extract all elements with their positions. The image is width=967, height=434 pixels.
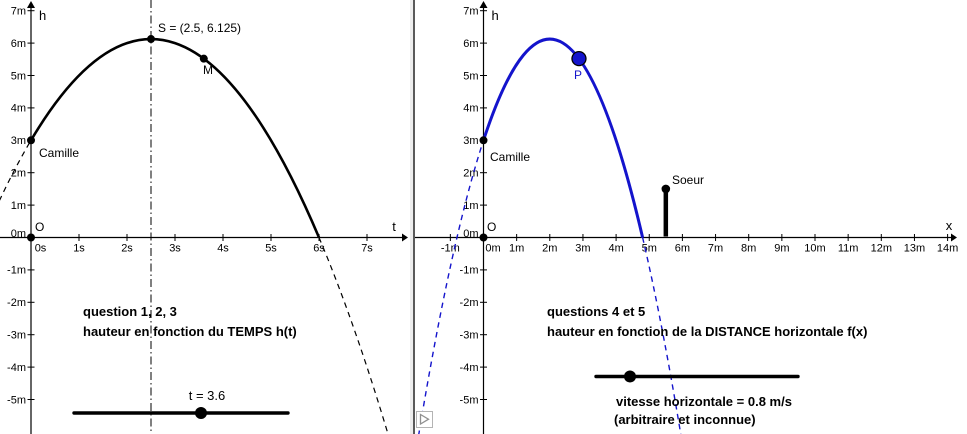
panel-divider-highlight [410,0,413,434]
point-S [147,35,155,44]
y-axis-arrow-icon [479,1,488,8]
x-tick-label: 4m [608,243,623,255]
y-tick-label: 4m [11,103,26,115]
point-O [479,233,488,242]
x-axis-arrow-icon [402,233,408,242]
y-tick-label: 2m [463,168,478,180]
y-axis-label: h [492,8,499,23]
y-tick-label: 5m [11,70,26,82]
x-tick-label: 2s [121,243,133,255]
y-tick-label: 7m [463,6,478,18]
x-tick-label: 11m [838,243,859,255]
x-tick-label: 14m [937,243,958,255]
trajectory-dashed-extension [0,139,32,201]
point-label-M: M [203,63,213,77]
speed-slider-label: vitesse horizontale = 0.8 m/s [616,394,792,409]
x-axis-label: t [392,219,396,234]
origin-label-right: O [487,220,497,234]
x-tick-label: 0m [485,243,500,255]
speed-slider-note: (arbitraire et inconnue) [614,412,756,427]
y-tick-label: -5m [7,394,26,406]
x-tick-label: 6s [313,243,325,255]
point-label-camille-right: Camille [490,150,531,164]
play-icon [419,413,430,426]
play-button[interactable] [416,411,433,428]
point-label-S: S = (2.5, 6.125) [158,21,242,35]
point-label-P: P [573,68,583,82]
y-tick-label: 0m [11,228,26,240]
y-tick-label: -1m [460,265,479,277]
trajectory-dashed-extension [418,140,485,434]
y-tick-label: -5m [460,394,479,406]
x-tick-label: 2m [542,243,557,255]
x-tick-label: 7s [361,243,373,255]
point-O [27,233,35,242]
y-tick-label: -1m [7,265,26,277]
x-tick-label: 8m [741,243,756,255]
trajectory-curve [29,37,321,239]
y-axis-label: h [39,8,46,23]
x-tick-label: -1m [441,243,460,255]
x-tick-label: 1s [73,243,85,255]
x-tick-label: 10m [804,243,825,255]
point-label-camille-left: Camille [39,146,80,160]
x-tick-label: 6m [675,243,690,255]
y-tick-label: 3m [11,135,26,147]
trajectory-dashed-extension [318,237,389,434]
y-tick-label: -3m [460,330,479,342]
y-tick-label: 1m [11,200,26,212]
left-slider-knob[interactable] [195,407,207,419]
x-tick-label: 4s [217,243,229,255]
y-tick-label: 7m [11,6,26,18]
y-tick-label: -3m [7,330,26,342]
left-caption-line2: hauteur en fonction du TEMPS h(t) [83,324,297,339]
y-tick-label: 6m [463,38,478,50]
point-P[interactable] [571,51,587,67]
x-tick-label: 3m [575,243,590,255]
point-M [199,54,208,63]
origin-label-left: O [35,220,45,234]
y-tick-label: 4m [463,103,478,115]
x-axis-label: x [946,218,953,233]
point-Camille [27,136,35,145]
x-axis-arrow-icon [951,233,957,242]
right-caption-line2: hauteur en fonction de la DISTANCE horiz… [547,324,868,339]
y-tick-label: 0m [463,228,478,240]
trajectory-dashed-extension [641,237,682,434]
trajectory-curve [482,37,645,238]
panel-divider[interactable] [413,0,415,434]
right-graphics-view[interactable]: -1m 0m 1m 2m 3m 4m 5m 6m 7m 8m 9m 10m 11m 12m 13m 14m7m… [415,0,967,434]
x-tick-label: 1m [509,243,524,255]
y-tick-label: -2m [460,297,479,309]
y-tick-label: -4m [7,362,26,374]
y-tick-label: 5m [463,70,478,82]
right-caption-line1: questions 4 et 5 [547,304,646,319]
right-slider-knob[interactable] [624,370,636,383]
y-tick-label: -4m [460,362,479,374]
y-tick-label: 3m [463,135,478,147]
point-Camille [479,136,488,145]
point-label-soeur: Soeur [672,173,705,187]
point-soeur-top [661,184,671,194]
x-tick-label: 5m [642,243,657,255]
x-tick-label: 3s [169,243,181,255]
left-caption-line1: question 1, 2, 3 [83,304,177,319]
x-tick-label: 0s [35,243,47,255]
left-graphics-view[interactable]: 0s 1s 2s 3s 4s 5s 6s 7s7m6m5m4m3m2m1m0m-1m-2m-3… [0,0,411,434]
x-tick-label: 12m [871,243,892,255]
x-tick-label: 7m [708,243,723,255]
x-tick-label: 13m [904,243,925,255]
y-tick-label: 6m [11,38,26,50]
x-tick-label: 9m [774,243,789,255]
x-tick-label: 5s [265,243,277,255]
time-slider-label: t = 3.6 [188,388,226,403]
y-tick-label: 1m [463,200,478,212]
y-tick-label: -2m [7,297,26,309]
y-axis-arrow-icon [27,1,35,8]
